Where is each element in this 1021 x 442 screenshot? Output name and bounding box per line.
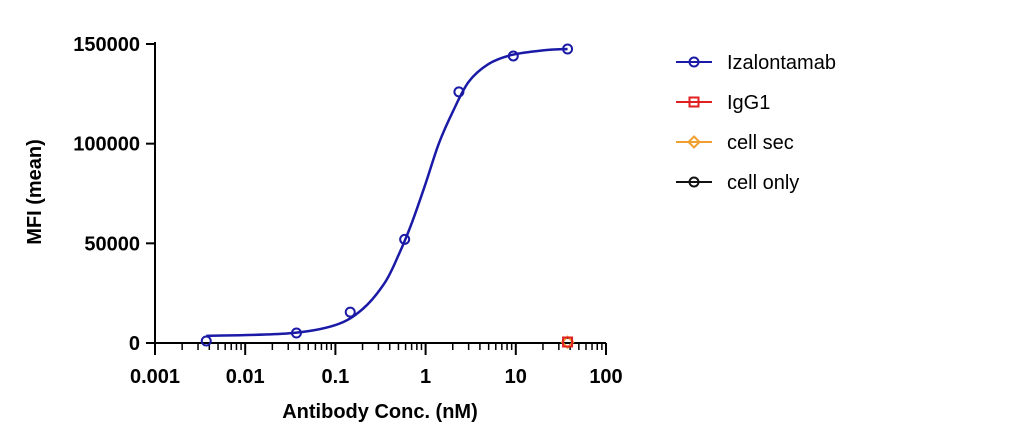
- x-tick-label: 10: [505, 366, 527, 388]
- x-tick-label: 1: [420, 366, 431, 388]
- data-point: [453, 86, 465, 98]
- x-tick-label: 100: [589, 366, 622, 388]
- data-point: [562, 43, 574, 55]
- data-point: [200, 335, 212, 347]
- y-tick-label: 150000: [73, 34, 140, 56]
- legend-label: Izalontamab: [727, 52, 836, 74]
- data-point: [290, 327, 302, 339]
- y-tick-label: 0: [129, 333, 140, 355]
- y-tick-label: 100000: [73, 134, 140, 156]
- legend-label: cell only: [727, 172, 799, 194]
- data-point: [344, 306, 356, 318]
- x-tick-label: 0.01: [226, 366, 265, 388]
- fit-curve-0: [206, 47, 568, 338]
- legend: Izalontamab IgG1 cell sec cell only: [676, 52, 836, 194]
- legend-label: cell sec: [727, 132, 794, 154]
- legend-marker: [688, 96, 700, 108]
- data-point: [507, 50, 519, 62]
- legend-marker: [687, 135, 701, 149]
- data-point: [399, 233, 411, 245]
- axes: 0 50000 100000 150000 0.001 0.01 0.1 1 10 100: [73, 34, 622, 388]
- y-tick-label: 50000: [84, 233, 140, 255]
- x-tick-label: 0.1: [321, 366, 349, 388]
- x-axis-title: Antibody Conc. (nM): [282, 401, 478, 423]
- y-axis-title: MFI (mean): [24, 139, 46, 245]
- data-points: [200, 43, 575, 350]
- fit-curves: [206, 47, 568, 338]
- legend-marker: [688, 56, 700, 68]
- x-tick-label: 0.001: [130, 366, 180, 388]
- legend-marker: [688, 176, 700, 188]
- data-point: [562, 336, 574, 348]
- legend-label: IgG1: [727, 92, 770, 114]
